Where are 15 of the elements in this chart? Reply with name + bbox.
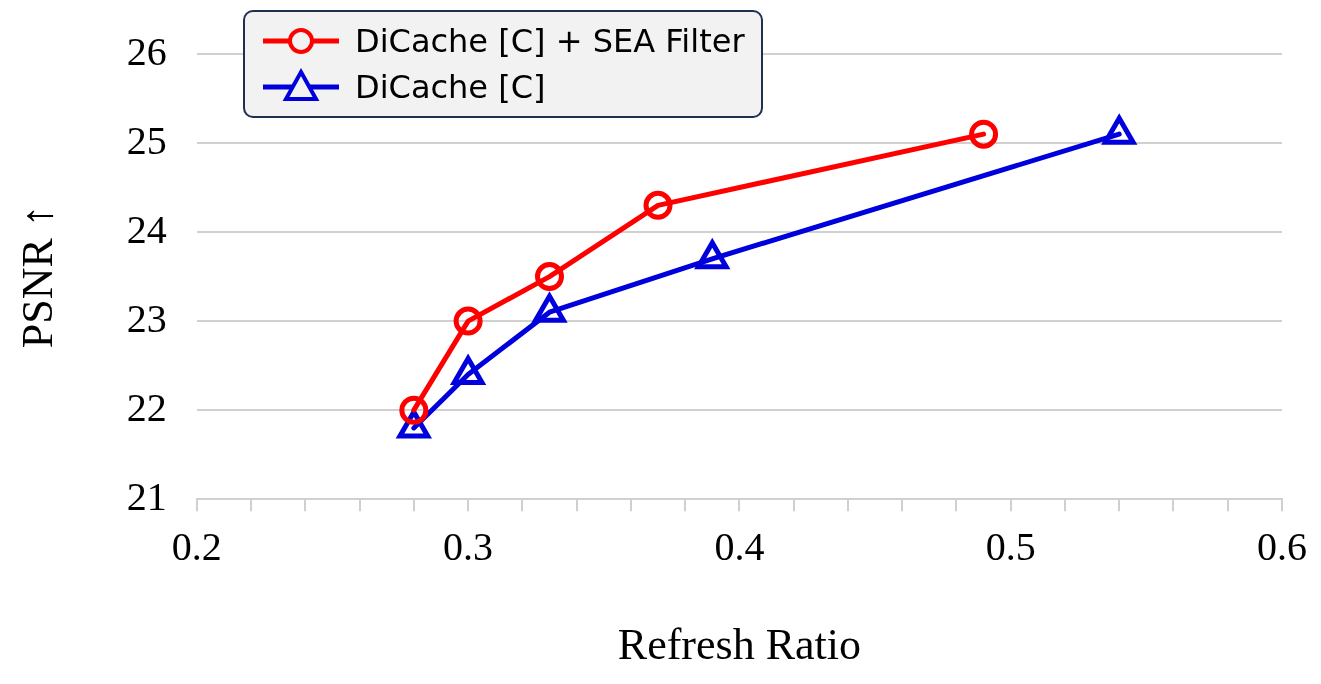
x-axis-title: Refresh Ratio: [617, 620, 861, 670]
x-tick-label: 0.3: [443, 523, 494, 569]
x-tick-label: 0.5: [985, 523, 1036, 569]
y-tick-label: 24: [126, 206, 167, 252]
y-tick-label: 22: [126, 384, 167, 430]
y-tick-label: 25: [126, 117, 167, 163]
legend-label: DiCache [C] + SEA Filter: [355, 22, 745, 60]
y-tick-label: 26: [126, 28, 167, 74]
y-tick-label: 21: [126, 473, 167, 519]
legend-label: DiCache [C]: [355, 68, 546, 106]
y-tick-label: 23: [126, 295, 167, 341]
x-tick-label: 0.6: [1257, 523, 1307, 569]
x-tick-label: 0.4: [714, 523, 765, 569]
y-axis-title: PSNR ↑: [12, 205, 62, 349]
x-tick-label: 0.2: [171, 523, 222, 569]
